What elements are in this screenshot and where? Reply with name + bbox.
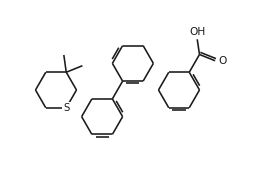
Text: O: O xyxy=(219,56,227,66)
Text: OH: OH xyxy=(189,27,205,37)
Text: S: S xyxy=(63,103,69,113)
